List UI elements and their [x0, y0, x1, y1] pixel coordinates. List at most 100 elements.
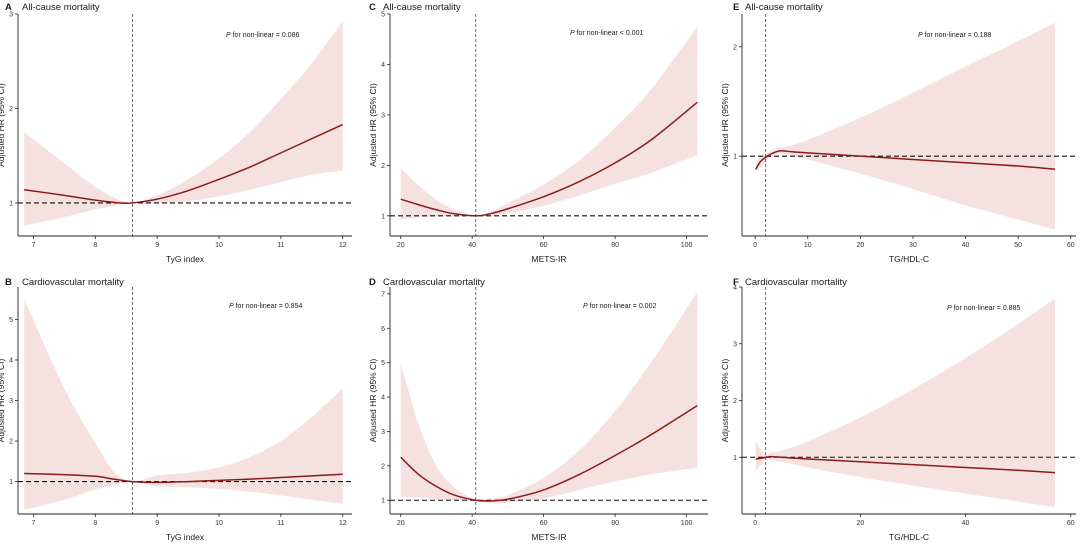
- p-symbol: P: [947, 305, 952, 312]
- x-tick-label: 20: [856, 242, 864, 249]
- hr-curve: [755, 455, 1056, 474]
- x-tick-label: 8: [93, 520, 97, 527]
- x-tick-label: 7: [32, 242, 36, 249]
- p-nonlinear-note: P for non-linear = 0.885: [947, 305, 1020, 312]
- x-tick-label: 20: [397, 520, 405, 527]
- panel-f: F Cardiovascular mortality 0 20 40 60 1 2 3 4 TG/H…: [720, 277, 1076, 542]
- confidence-band: [400, 26, 698, 220]
- x-tick-label: 50: [1014, 242, 1022, 249]
- p-symbol: P: [583, 303, 588, 310]
- hr-curve: [400, 405, 698, 502]
- x-tick-label: 80: [611, 520, 619, 527]
- x-tick-label: 9: [155, 242, 159, 249]
- p-nonlinear-note: P for non-linear < 0.001: [570, 30, 643, 37]
- x-tick-label: 40: [468, 242, 476, 249]
- y-tick-label: 4: [733, 285, 737, 292]
- y-tick-label: 5: [381, 12, 385, 19]
- panel-title: Cardiovascular mortality: [383, 277, 485, 288]
- panel-title: Cardiovascular mortality: [22, 277, 124, 288]
- panel-title: Cardiovascular mortality: [745, 277, 847, 288]
- y-tick-label: 3: [381, 429, 385, 436]
- x-tick-label: 40: [962, 242, 970, 249]
- panel-e: E All-cause mortality 0 10 20 30 40 50 60 1 2 TG/HD…: [720, 2, 1076, 264]
- x-tick-label: 0: [753, 520, 757, 527]
- hr-curve: [24, 123, 344, 205]
- x-axis-title: METS-IR: [532, 532, 567, 542]
- x-tick-label: 100: [681, 242, 693, 249]
- y-tick-label: 1: [381, 213, 385, 220]
- p-symbol: P: [570, 30, 575, 37]
- x-tick-label: 12: [339, 520, 347, 527]
- hr-curve: [400, 101, 698, 217]
- y-tick-label: 3: [733, 341, 737, 348]
- x-tick-label: 60: [540, 520, 548, 527]
- y-tick-label: 7: [381, 291, 385, 298]
- p-nonlinear-note: P for non-linear = 0.002: [583, 303, 656, 310]
- x-tick-label: 60: [1067, 242, 1075, 249]
- x-axis-title: TG/HDL-C: [889, 532, 929, 542]
- p-value-text: for non-linear = 0.854: [234, 303, 303, 310]
- y-tick-label: 1: [381, 498, 385, 505]
- x-tick-label: 20: [397, 242, 405, 249]
- confidence-band: [400, 292, 698, 504]
- p-value-text: for non-linear = 0.885: [952, 305, 1021, 312]
- y-axis-title: Adjusted HR (95% CI): [368, 83, 378, 167]
- x-axis-title: TyG index: [166, 532, 205, 542]
- y-tick-label: 3: [381, 112, 385, 119]
- y-tick-label: 2: [381, 463, 385, 470]
- p-nonlinear-note: P for non-linear = 0.854: [229, 303, 302, 310]
- y-axis-title: Adjusted HR (95% CI): [720, 359, 730, 443]
- y-tick-label: 1: [9, 479, 13, 486]
- panel-title: All-cause mortality: [383, 2, 461, 13]
- y-axis-title: Adjusted HR (95% CI): [0, 359, 6, 443]
- p-symbol: P: [229, 303, 234, 310]
- x-tick-label: 40: [962, 520, 970, 527]
- y-tick-label: 4: [381, 395, 385, 402]
- y-tick-label: 5: [381, 360, 385, 367]
- confidence-band: [24, 21, 343, 226]
- x-tick-label: 11: [277, 242, 284, 249]
- y-tick-label: 4: [381, 62, 385, 69]
- x-axis-title: TG/HDL-C: [889, 254, 929, 264]
- y-tick-label: 3: [9, 12, 13, 19]
- y-tick-label: 1: [9, 200, 13, 207]
- x-tick-label: 80: [611, 242, 619, 249]
- x-tick-label: 10: [804, 242, 812, 249]
- panel-d: D Cardiovascular mortality 20 40 60 80 100 1 2 3 4…: [368, 277, 708, 542]
- x-tick-label: 100: [681, 520, 693, 527]
- x-tick-label: 60: [1067, 520, 1075, 527]
- y-tick-label: 2: [381, 163, 385, 170]
- y-tick-label: 1: [733, 154, 737, 161]
- y-tick-label: 2: [733, 44, 737, 51]
- panel-letter: A: [5, 2, 12, 13]
- p-value-text: for non-linear < 0.001: [575, 30, 644, 37]
- x-tick-label: 10: [215, 242, 223, 249]
- x-tick-label: 60: [540, 242, 548, 249]
- panel-title: All-cause mortality: [745, 2, 823, 13]
- y-tick-label: 2: [733, 398, 737, 405]
- x-tick-label: 11: [277, 520, 284, 527]
- x-tick-label: 8: [93, 242, 97, 249]
- x-tick-label: 20: [856, 520, 864, 527]
- x-tick-label: 30: [909, 242, 917, 249]
- p-value-text: for non-linear = 0.086: [231, 32, 300, 39]
- y-axis-title: Adjusted HR (95% CI): [0, 83, 6, 167]
- y-axis-title: Adjusted HR (95% CI): [720, 83, 730, 167]
- panel-letter: E: [733, 2, 739, 13]
- p-nonlinear-note: P for non-linear = 0.188: [918, 32, 991, 39]
- x-axis-title: METS-IR: [532, 254, 567, 264]
- panel-letter: C: [369, 2, 376, 13]
- y-tick-label: 2: [9, 106, 13, 113]
- panel-title: All-cause mortality: [22, 2, 100, 13]
- y-tick-label: 1: [733, 455, 737, 462]
- x-tick-label: 40: [468, 520, 476, 527]
- y-tick-label: 4: [9, 357, 13, 364]
- y-axis-title: Adjusted HR (95% CI): [368, 359, 378, 443]
- x-axis-title: TyG index: [166, 254, 205, 264]
- x-tick-label: 10: [215, 520, 223, 527]
- panel-letter: B: [5, 277, 12, 288]
- x-tick-label: 0: [753, 242, 757, 249]
